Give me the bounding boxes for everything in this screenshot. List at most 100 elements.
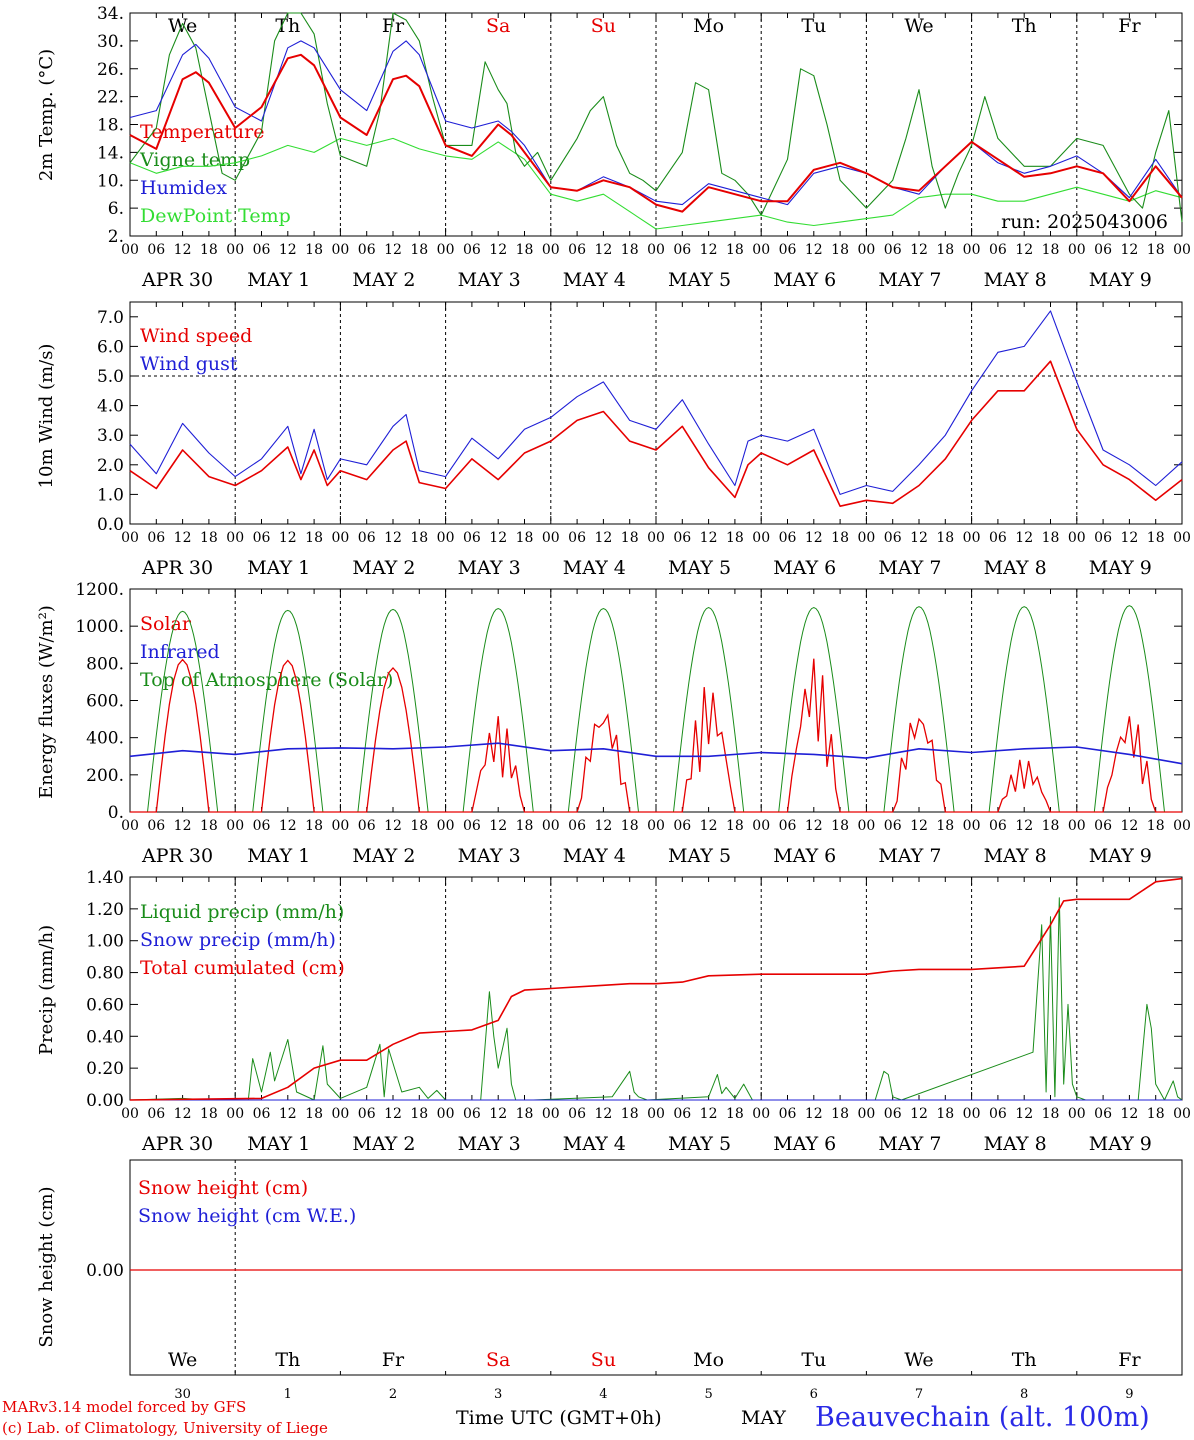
panel-2-ytick-label: 600. — [86, 692, 124, 712]
panel-2-date-label: MAY 8 — [984, 845, 1047, 867]
panel-1-hour-label: 18 — [936, 530, 954, 546]
panel-1-ytick-label: 1.0 — [97, 485, 124, 505]
panel-2-hour-label: 00 — [647, 818, 665, 834]
panel-2-ytick-label: 200. — [86, 766, 124, 786]
panel-0-hour-label: 00 — [963, 242, 981, 258]
panel-2-ytick-label: 1000. — [75, 617, 124, 637]
panel-0-hour-label: 06 — [884, 242, 902, 258]
panel-3-hour-label: 12 — [279, 1106, 297, 1122]
panel-1-hour-label: 12 — [174, 530, 192, 546]
panel-0-hour-label: 06 — [147, 242, 165, 258]
panel-1-hour-label: 00 — [857, 530, 875, 546]
panel-2-hour-label: 18 — [516, 818, 534, 834]
panel-3-date-label: MAY 4 — [563, 1133, 626, 1155]
panel-1-hour-label: 18 — [410, 530, 428, 546]
panel-2-hour-label: 18 — [200, 818, 218, 834]
panel-2-hour-label: 00 — [1068, 818, 1086, 834]
panel-2-hour-label: 18 — [1147, 818, 1165, 834]
panel-1-ylabel: 10m Wind (m/s) — [36, 344, 57, 489]
day-number-label: 6 — [810, 1387, 818, 1402]
panel-2-ytick-label: 0. — [108, 803, 124, 823]
panel-0-hour-label: 06 — [463, 242, 481, 258]
weekday-label-top: Fr — [382, 15, 405, 37]
footer-lab-credit: (c) Lab. of Climatology, University of L… — [2, 1419, 328, 1437]
panel-1-hour-label: 18 — [621, 530, 639, 546]
weekday-label-top: We — [168, 15, 197, 37]
panel-1-hour-label: 12 — [489, 530, 507, 546]
panel-3-ytick-label: 0.20 — [86, 1059, 124, 1079]
panel-3-hour-label: 00 — [1173, 1106, 1191, 1122]
panel-2-hour-label: 00 — [226, 818, 244, 834]
panel-1-hour-label: 06 — [779, 530, 797, 546]
panel-2-hour-label: 12 — [594, 818, 612, 834]
panel-0-ytick-label: 18. — [97, 116, 124, 136]
panel-1-date-label: MAY 7 — [878, 557, 941, 579]
panel-2-date-label: MAY 4 — [563, 845, 626, 867]
temp-series-line — [129, 12, 1183, 223]
day-number-label: 9 — [1125, 1387, 1133, 1402]
panel-3-ytick-label: 0.60 — [86, 995, 124, 1015]
panel-0-date-label: MAY 8 — [984, 269, 1047, 291]
weekday-label-top: Mo — [693, 15, 724, 37]
panel-1-hour-label: 18 — [200, 530, 218, 546]
panel-1-ytick-label: 5.0 — [97, 367, 124, 387]
weekday-label-bottom: We — [168, 1349, 197, 1371]
infrared-line — [129, 742, 1183, 765]
panel-1-hour-label: 00 — [647, 530, 665, 546]
panel-0-hour-label: 06 — [673, 242, 691, 258]
panel-0-hour-label: 06 — [989, 242, 1007, 258]
panel-2-date-label: MAY 5 — [668, 845, 731, 867]
panel-0-hour-label: 18 — [621, 242, 639, 258]
panel-2-hour-label: 00 — [1173, 818, 1191, 834]
panel-0-ytick-label: 30. — [97, 32, 124, 52]
panel-1-hour-label: 12 — [910, 530, 928, 546]
weekday-label-bottom: Su — [591, 1349, 616, 1371]
panel-3-legend-item: Liquid precip (mm/h) — [140, 901, 344, 923]
panel-1-hour-label: 00 — [121, 530, 139, 546]
panel-1-hour-label: 06 — [463, 530, 481, 546]
panel-1-hour-label: 18 — [726, 530, 744, 546]
panel-3-hour-label: 12 — [174, 1106, 192, 1122]
panel-1-hour-label: 00 — [226, 530, 244, 546]
panel-0-hour-label: 18 — [410, 242, 428, 258]
panel-0-ytick-label: 22. — [97, 88, 124, 108]
panel-0-hour-label: 12 — [594, 242, 612, 258]
panel-0-ytick-label: 6. — [108, 199, 124, 219]
panel-3-hour-label: 06 — [779, 1106, 797, 1122]
panel-0-hour-label: 00 — [437, 242, 455, 258]
footer-model-credit: MARv3.14 model forced by GFS — [2, 1398, 247, 1416]
panel-0-date-label: MAY 7 — [878, 269, 941, 291]
panel-2-legend-item: Top of Atmosphere (Solar) — [140, 669, 393, 691]
panel-3-legend-item: Total cumulated (cm) — [140, 957, 345, 979]
panel-0-hour-label: 12 — [805, 242, 823, 258]
weekday-label-top: Sa — [486, 15, 510, 37]
panel-0-ylabel: 2m Temp. (°C) — [36, 49, 57, 181]
panel-1-hour-label: 12 — [700, 530, 718, 546]
panel-0-date-label: MAY 5 — [668, 269, 731, 291]
panel-0-date-label: MAY 4 — [563, 269, 626, 291]
panel-2-date-label: APR 30 — [141, 845, 213, 867]
panel-2-hour-label: 00 — [963, 818, 981, 834]
panel-4-ytick-label: 0.00 — [86, 1261, 124, 1281]
panel-0-date-label: MAY 2 — [352, 269, 415, 291]
panel-3-hour-label: 12 — [594, 1106, 612, 1122]
panel-3-date-label: MAY 9 — [1089, 1133, 1152, 1155]
panel-2-hour-label: 12 — [489, 818, 507, 834]
panel-1-hour-label: 06 — [1094, 530, 1112, 546]
total-cumulated-line — [129, 877, 1183, 1101]
panel-1-date-label: MAY 8 — [984, 557, 1047, 579]
panel-1-legend-item: Wind speed — [140, 325, 252, 347]
panel-1-hour-label: 00 — [963, 530, 981, 546]
panel-0-hour-label: 06 — [568, 242, 586, 258]
panel-2-hour-label: 12 — [384, 818, 402, 834]
panel-0-hour-label: 18 — [305, 242, 323, 258]
weekday-label-top: Su — [591, 15, 616, 37]
panel-1-hour-label: 06 — [147, 530, 165, 546]
panel-3-hour-label: 18 — [621, 1106, 639, 1122]
panel-0-hour-label: 00 — [542, 242, 560, 258]
panel-1-ytick-label: 2.0 — [97, 456, 124, 476]
panel-0-hour-label: 12 — [279, 242, 297, 258]
panel-3-date-label: APR 30 — [141, 1133, 213, 1155]
panel-0-legend-item: DewPoint Temp — [140, 205, 291, 227]
panel-2-ytick-label: 800. — [86, 654, 124, 674]
